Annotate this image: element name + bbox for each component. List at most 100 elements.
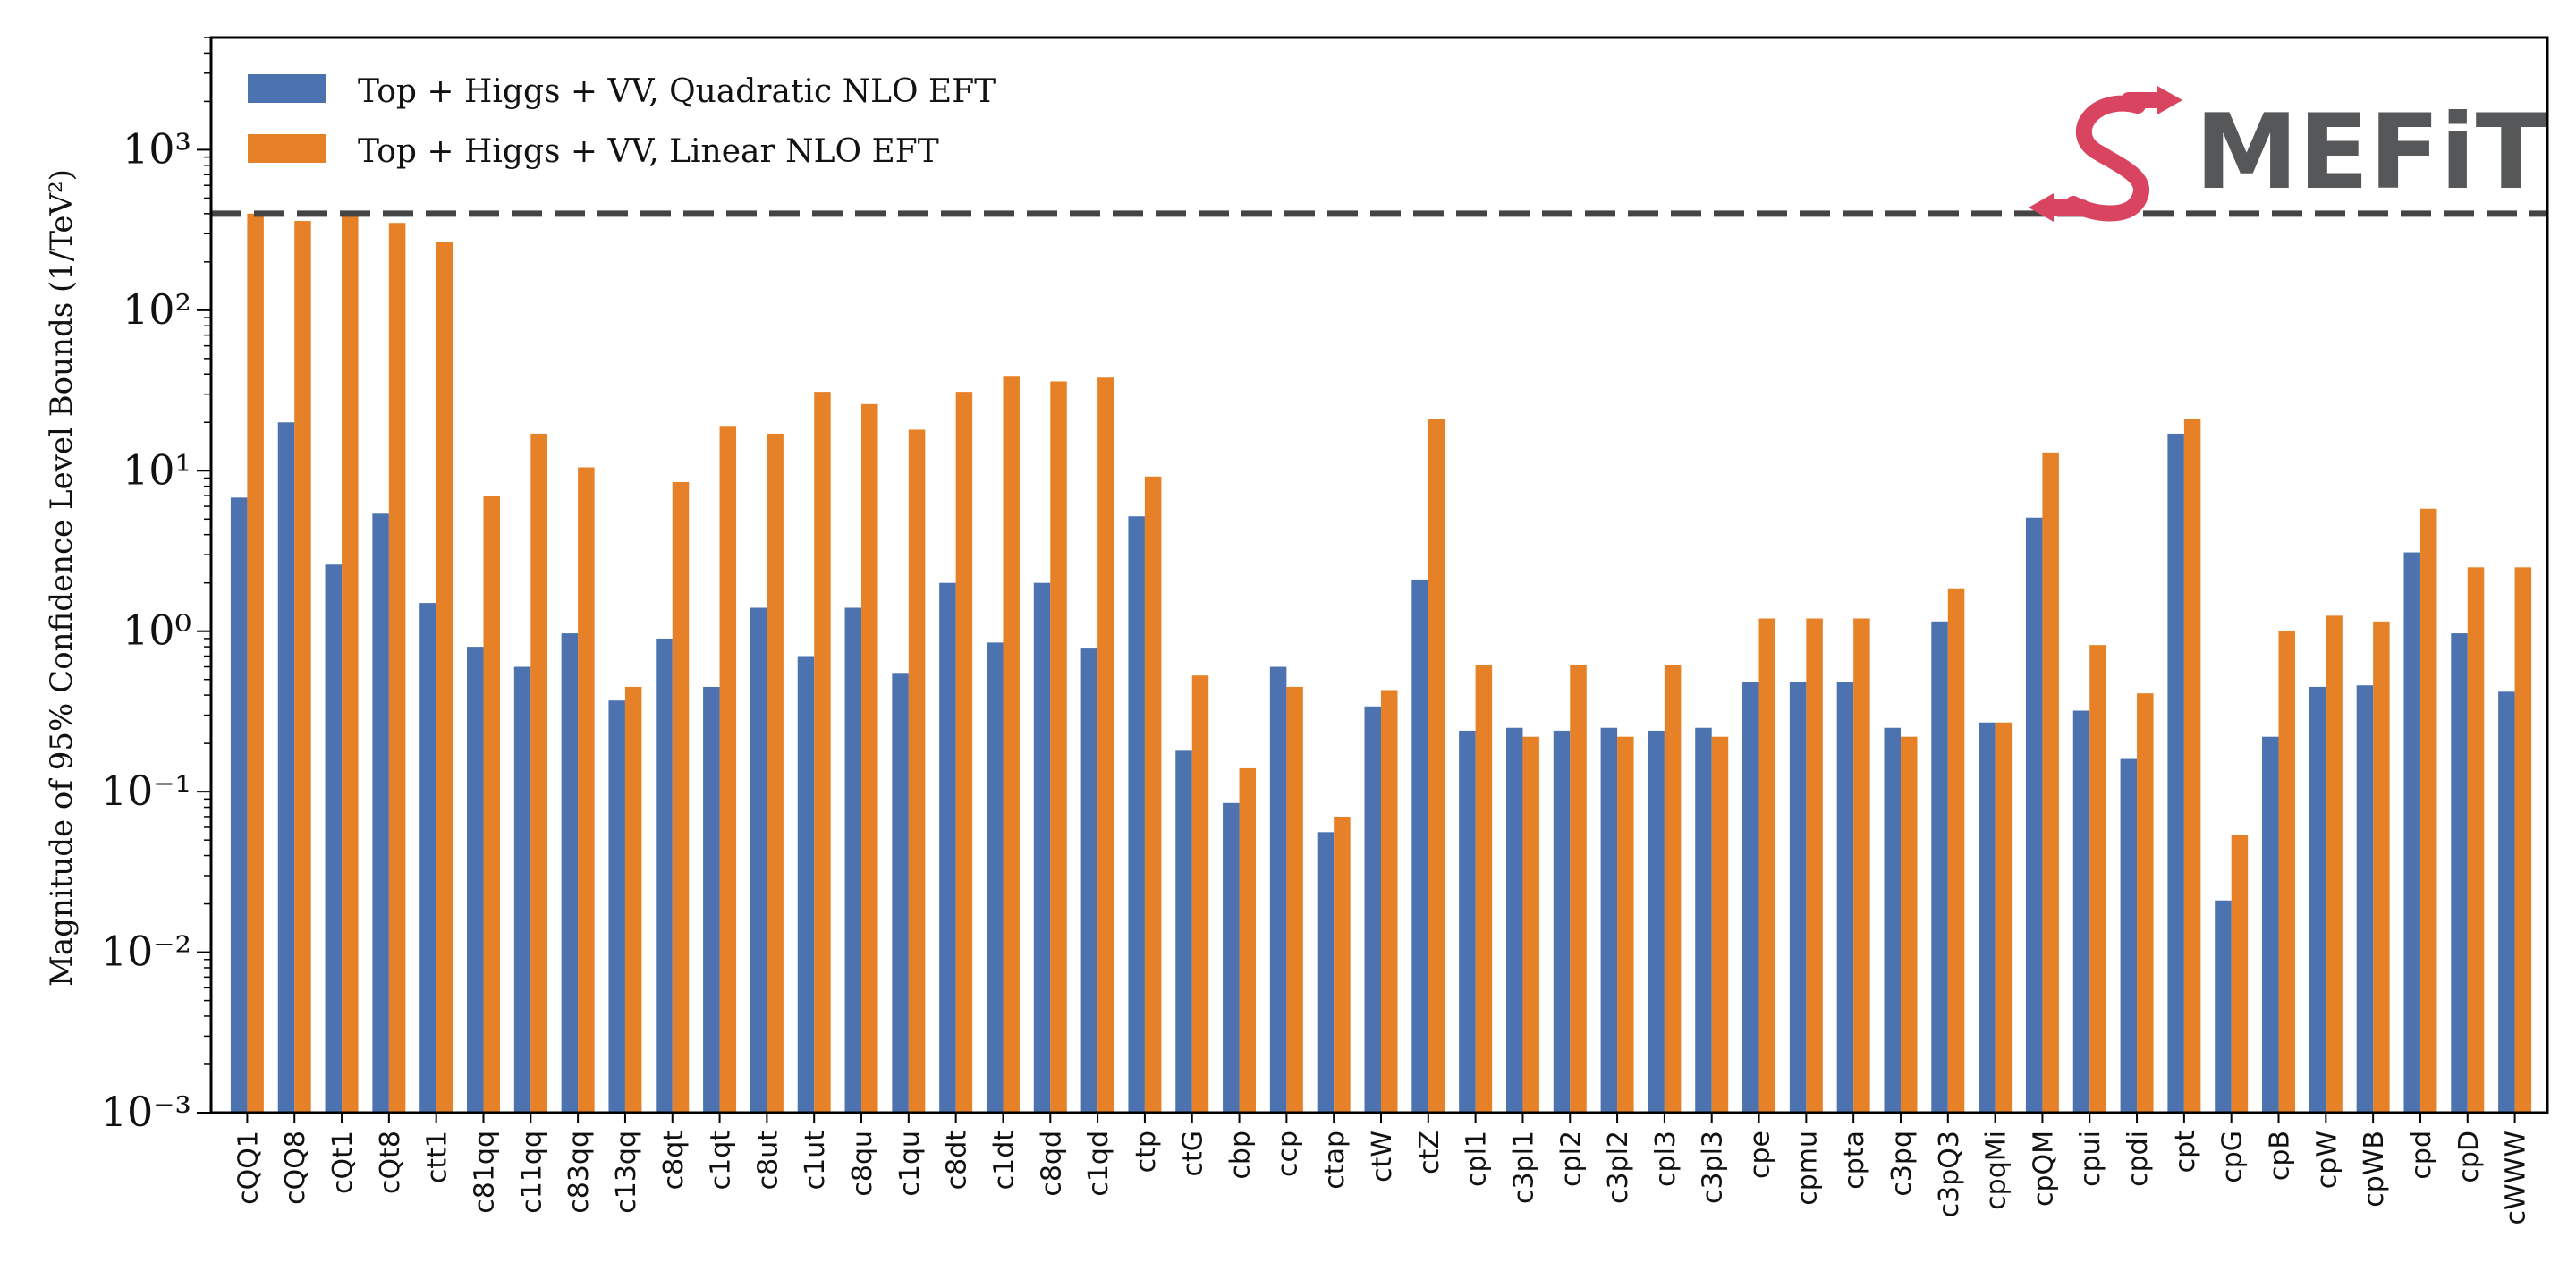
bar-quadratic-cpWB — [2356, 685, 2374, 1113]
bar-linear-ctW — [1381, 690, 1398, 1113]
x-tick-label-c3pq: c3pq — [1886, 1131, 1918, 1197]
bar-linear-cpd — [2419, 508, 2437, 1113]
x-tick-label-cpB: cpB — [2265, 1131, 2296, 1181]
bar-linear-c1ut — [814, 392, 831, 1113]
x-tick-label-ctW: ctW — [1367, 1131, 1398, 1182]
y-axis: 10⁻³ 10⁻² 10⁻¹ 10⁰ 10¹ 10² 10³ — [101, 37, 211, 1136]
x-tick-label-c8ut: c8ut — [752, 1131, 784, 1191]
x-tick-label-cpta: cpta — [1839, 1131, 1870, 1190]
bar-quadratic-cpB — [2262, 736, 2279, 1113]
y-axis-label: Magnitude of 95% Confidence Level Bounds… — [44, 169, 80, 987]
x-tick-label-c8qu: c8qu — [847, 1131, 878, 1197]
x-tick-label-cQQ8: cQQ8 — [280, 1131, 311, 1205]
x-tick-label-cpmu: cpmu — [1792, 1131, 1823, 1206]
legend: Top + Higgs + VV, Quadratic NLO EFT Top … — [248, 73, 996, 170]
bar-quadratic-c1ut — [797, 656, 815, 1113]
x-tick-label-cpl2: cpl2 — [1555, 1131, 1587, 1187]
x-tick-label-cQQ1: cQQ1 — [233, 1131, 264, 1205]
bar-linear-c1qt — [719, 426, 737, 1113]
x-tick-label-c1dt: c1dt — [989, 1131, 1021, 1191]
bar-linear-ccp — [1286, 686, 1303, 1113]
x-tick-label-c1qt: c1qt — [706, 1131, 737, 1191]
x-tick-label-c3pl3: c3pl3 — [1698, 1131, 1729, 1204]
smefit-logo-mark — [2029, 86, 2182, 222]
bar-quadratic-cQQ8 — [277, 422, 295, 1113]
bar-quadratic-cpl1 — [1459, 730, 1476, 1113]
bar-linear-c3pl1 — [1522, 736, 1539, 1113]
bar-quadratic-c8qu — [844, 607, 862, 1113]
bar-linear-c81qq — [483, 496, 500, 1113]
bar-quadratic-cpl2 — [1553, 730, 1571, 1113]
x-tick-label-cpd: cpd — [2406, 1131, 2437, 1180]
x-tick-label-c3pl1: c3pl1 — [1508, 1131, 1539, 1204]
bar-quadratic-c13qq — [608, 700, 625, 1113]
bar-linear-cpD — [2467, 567, 2485, 1113]
bar-linear-cpB — [2278, 631, 2295, 1113]
x-tick-label-c3pQ3: c3pQ3 — [1934, 1131, 1965, 1217]
x-tick-label-ctZ: ctZ — [1414, 1131, 1445, 1174]
bar-quadratic-ctZ — [1411, 579, 1428, 1113]
bar-quadratic-cpW — [2309, 686, 2326, 1113]
x-tick-label-ccp: ccp — [1272, 1131, 1303, 1177]
bar-linear-cpWB — [2373, 621, 2390, 1113]
bar-linear-cpl1 — [1475, 664, 1493, 1113]
bar-quadratic-c11qq — [513, 666, 531, 1113]
x-tick-label-cpD: cpD — [2453, 1131, 2485, 1183]
bar-quadratic-c1qt — [703, 686, 720, 1113]
bar-quadratic-c81qq — [467, 647, 484, 1113]
bar-quadratic-cpqMi — [1979, 722, 1996, 1113]
x-tick-label-cpQM: cpQM — [2028, 1131, 2059, 1207]
x-tick-label-cpt: cpt — [2170, 1131, 2201, 1174]
bar-quadratic-cpui — [2072, 710, 2090, 1113]
x-tick-label-cpqMi: cpqMi — [1981, 1131, 2012, 1210]
y-tick-label: 10⁻² — [101, 928, 191, 976]
bar-linear-c11qq — [530, 433, 547, 1113]
bar-linear-c13qq — [624, 686, 642, 1113]
x-tick-label-cQt8: cQt8 — [375, 1131, 406, 1194]
legend-swatch-quadratic — [248, 74, 326, 103]
bar-quadratic-cpD — [2451, 633, 2468, 1113]
bar-quadratic-cpG — [2215, 900, 2232, 1113]
bar-linear-cpmu — [1806, 618, 1823, 1113]
y-tick-label: 10⁰ — [123, 606, 191, 655]
bar-quadratic-c3pl3 — [1695, 727, 1712, 1113]
bar-linear-cQt1 — [342, 215, 359, 1114]
bar-linear-cpe — [1758, 618, 1776, 1113]
bar-quadratic-cpd — [2403, 552, 2420, 1113]
bar-quadratic-c8ut — [750, 607, 767, 1113]
bar-quadratic-cQt1 — [325, 564, 343, 1113]
bar-quadratic-cpta — [1836, 682, 1854, 1113]
bar-linear-cpl3 — [1664, 664, 1682, 1113]
x-tick-label-ctap: ctap — [1319, 1131, 1351, 1190]
bar-linear-cpQM — [2042, 452, 2059, 1114]
bar-linear-cpqMi — [1995, 722, 2012, 1113]
bar-quadratic-cQt8 — [372, 513, 389, 1113]
bar-linear-cpui — [2089, 645, 2106, 1113]
bar-quadratic-c1qd — [1080, 648, 1098, 1113]
bar-quadratic-c3pq — [1884, 727, 1901, 1113]
bar-quadratic-cQQ1 — [230, 497, 248, 1113]
bar-quadratic-c8qd — [1033, 582, 1051, 1113]
bar-linear-c3pq — [1900, 736, 1918, 1113]
legend-label-quadratic: Top + Higgs + VV, Quadratic NLO EFT — [358, 73, 996, 110]
y-tick-label: 10² — [123, 285, 191, 334]
x-tick-label-cQt1: cQt1 — [327, 1131, 359, 1194]
x-tick-label-c1qu: c1qu — [894, 1131, 926, 1197]
bar-linear-c8qu — [861, 403, 878, 1113]
x-tick-label-c83qq: c83qq — [564, 1131, 595, 1214]
x-tick-label-c11qq: c11qq — [516, 1131, 547, 1214]
bar-linear-c83qq — [578, 467, 595, 1113]
bar-quadratic-c8qt — [656, 638, 673, 1113]
bar-linear-cpt — [2183, 419, 2201, 1114]
x-tick-label-c8qt: c8qt — [658, 1131, 690, 1191]
y-tick-label: 10⁻³ — [101, 1088, 191, 1136]
bar-quadratic-cpl3 — [1648, 730, 1665, 1113]
bar-linear-c8qd — [1050, 381, 1067, 1114]
legend-swatch-linear — [248, 134, 326, 163]
bar-quadratic-cpe — [1742, 682, 1759, 1113]
x-tick-label-cpl3: cpl3 — [1650, 1131, 1682, 1187]
bar-quadratic-c1dt — [986, 642, 1004, 1113]
bar-linear-c8qt — [672, 481, 690, 1113]
x-tick-label-c8dt: c8dt — [942, 1131, 973, 1191]
